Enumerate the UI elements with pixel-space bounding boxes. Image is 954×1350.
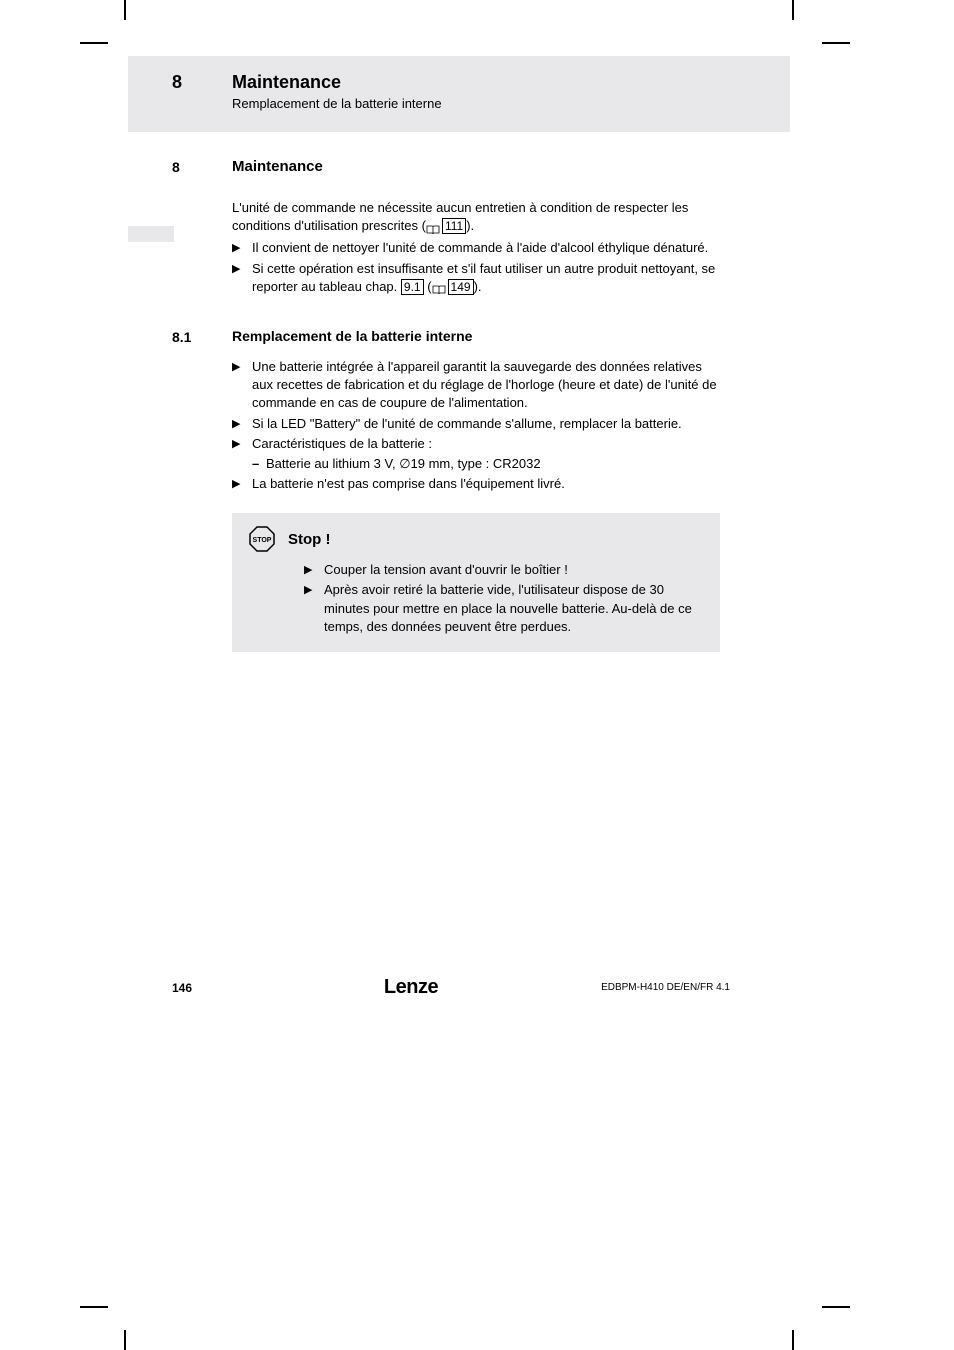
bullet-marker-icon: ▶	[304, 581, 324, 636]
chapter-number: 8	[128, 72, 232, 93]
bullet-text: La batterie n'est pas comprise dans l'éq…	[252, 475, 720, 493]
bullet-text: Si la LED "Battery" de l'unité de comman…	[252, 415, 720, 433]
chapter-subtitle: Remplacement de la batterie interne	[232, 96, 790, 111]
bullet-item: ▶ Si cette opération est insuffisante et…	[232, 260, 720, 296]
sub-bullet-text: Batterie au lithium 3 V, ∅19 mm, type : …	[266, 455, 541, 473]
crop-mark	[792, 0, 794, 20]
bullet-marker-icon: ▶	[304, 561, 324, 579]
page-number: 146	[128, 981, 232, 995]
crop-mark	[80, 42, 108, 44]
bullet-item: ▶ Couper la tension avant d'ouvrir le bo…	[304, 561, 704, 579]
svg-text:STOP: STOP	[253, 537, 272, 544]
book-icon	[432, 282, 446, 292]
intro-end: ).	[466, 218, 474, 233]
bullet-text: Couper la tension avant d'ouvrir le boît…	[324, 561, 704, 579]
bullet-text: Il convient de nettoyer l'unité de comma…	[252, 239, 720, 257]
bullet-item: ▶ La batterie n'est pas comprise dans l'…	[232, 475, 720, 493]
section-main: 8 Maintenance	[128, 158, 790, 175]
bullet-item: ▶ Caractéristiques de la batterie :	[232, 435, 720, 453]
stop-warning-box: STOP Stop ! ▶ Couper la tension avant d'…	[232, 513, 720, 652]
section-number: 8.1	[128, 328, 232, 495]
page-header: 8 Maintenance Remplacement de la batteri…	[128, 56, 790, 132]
section-main-body: L'unité de commande ne nécessite aucun e…	[128, 199, 790, 298]
bullet-item: ▶ Si la LED "Battery" de l'unité de comm…	[232, 415, 720, 433]
crop-mark	[124, 0, 126, 20]
page-link-111[interactable]: 111	[442, 218, 466, 234]
bullet-item: ▶ Il convient de nettoyer l'unité de com…	[232, 239, 720, 257]
bullet-text: Une batterie intégrée à l'appareil garan…	[252, 358, 720, 413]
section-number: 8	[128, 158, 232, 175]
crop-mark	[80, 1306, 108, 1308]
intro-paragraph: L'unité de commande ne nécessite aucun e…	[232, 199, 720, 235]
bullet-marker-icon: ▶	[232, 239, 252, 257]
crop-mark	[124, 1330, 126, 1350]
crop-mark	[822, 1306, 850, 1308]
document-reference: EDBPM-H410 DE/EN/FR 4.1	[590, 982, 790, 993]
dash-marker-icon: –	[252, 455, 266, 473]
bullet-marker-icon: ▶	[232, 358, 252, 413]
crop-mark	[822, 42, 850, 44]
stop-title: Stop !	[288, 531, 331, 548]
bullet-item: ▶ Une batterie intégrée à l'appareil gar…	[232, 358, 720, 413]
brand-logo: Lenze	[232, 976, 590, 999]
section-title: Maintenance	[232, 158, 720, 175]
bullet-text: Si cette opération est insuffisante et s…	[252, 260, 720, 296]
stop-icon: STOP	[248, 525, 276, 553]
bullet-marker-icon: ▶	[232, 475, 252, 493]
bullet-marker-icon: ▶	[232, 260, 252, 296]
chapter-link-9-1[interactable]: 9.1	[401, 279, 424, 295]
page-link-149[interactable]: 149	[448, 279, 474, 295]
page-footer: 146 Lenze EDBPM-H410 DE/EN/FR 4.1	[128, 976, 790, 999]
bullet-marker-icon: ▶	[232, 435, 252, 453]
chapter-title: Maintenance	[232, 72, 790, 93]
book-icon	[426, 222, 440, 232]
bullet-item: ▶ Après avoir retiré la batterie vide, l…	[304, 581, 704, 636]
crop-mark	[792, 1330, 794, 1350]
bullet-text: Caractéristiques de la batterie :	[252, 435, 720, 453]
section-title: Remplacement de la batterie interne	[232, 328, 720, 344]
section-8-1: 8.1 Remplacement de la batterie interne …	[128, 328, 790, 495]
bullet-text: Après avoir retiré la batterie vide, l'u…	[324, 581, 704, 636]
sub-bullet-item: – Batterie au lithium 3 V, ∅19 mm, type …	[252, 455, 720, 473]
bullet-marker-icon: ▶	[232, 415, 252, 433]
